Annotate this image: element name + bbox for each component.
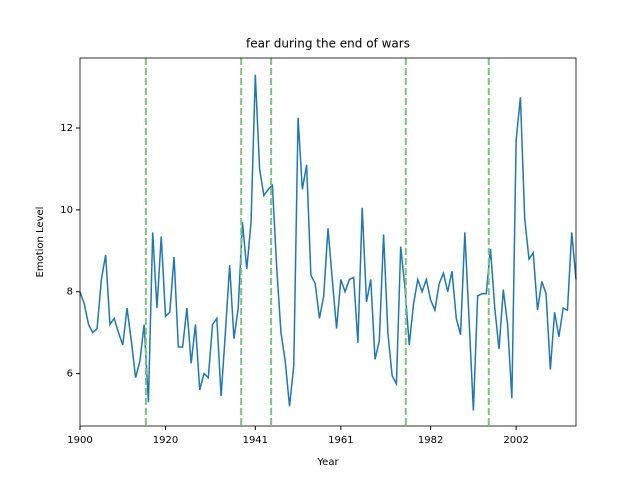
y-tick-label: 12 (60, 123, 73, 134)
x-tick-label: 1941 (243, 435, 268, 446)
y-tick-label: 6 (67, 369, 73, 380)
y-tick-label: 8 (67, 287, 73, 298)
data-line (79, 74, 577, 411)
x-tick-label: 2002 (503, 435, 528, 446)
chart-title: fear during the end of wars (246, 37, 410, 51)
x-tick-label: 1961 (328, 435, 353, 446)
x-tick-label: 1982 (418, 435, 443, 446)
x-tick-label: 1920 (153, 435, 178, 446)
y-axis-label: Emotion Level (35, 207, 46, 278)
y-tick-label: 10 (60, 205, 73, 216)
x-axis-label: Year (316, 457, 339, 468)
plot-frame (79, 57, 577, 427)
x-tick-label: 1900 (67, 435, 92, 446)
